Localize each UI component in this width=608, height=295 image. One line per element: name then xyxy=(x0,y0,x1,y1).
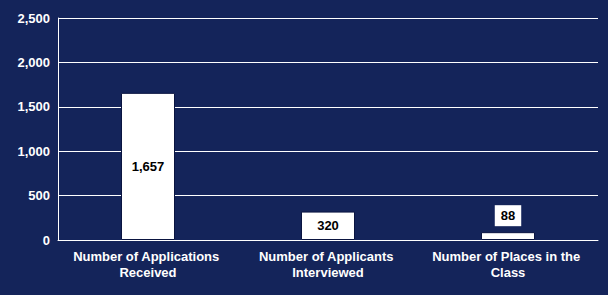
svg-text:88: 88 xyxy=(501,208,515,223)
svg-text:Class: Class xyxy=(491,265,526,280)
svg-text:320: 320 xyxy=(317,218,339,233)
svg-text:Interviewed: Interviewed xyxy=(292,265,364,280)
svg-text:1,657: 1,657 xyxy=(132,159,165,174)
svg-text:Number of Places in the: Number of Places in the xyxy=(432,249,584,264)
svg-text:500: 500 xyxy=(28,188,50,203)
svg-text:Number of Applicants: Number of Applicants xyxy=(259,249,397,264)
svg-text:2,000: 2,000 xyxy=(17,55,50,70)
svg-text:1,000: 1,000 xyxy=(17,144,50,159)
svg-text:Number of Applications: Number of Applications xyxy=(73,249,223,264)
svg-text:1,500: 1,500 xyxy=(17,99,50,114)
svg-text:2,500: 2,500 xyxy=(17,11,50,26)
svg-text:Received: Received xyxy=(119,265,176,280)
svg-text:0: 0 xyxy=(43,233,50,248)
